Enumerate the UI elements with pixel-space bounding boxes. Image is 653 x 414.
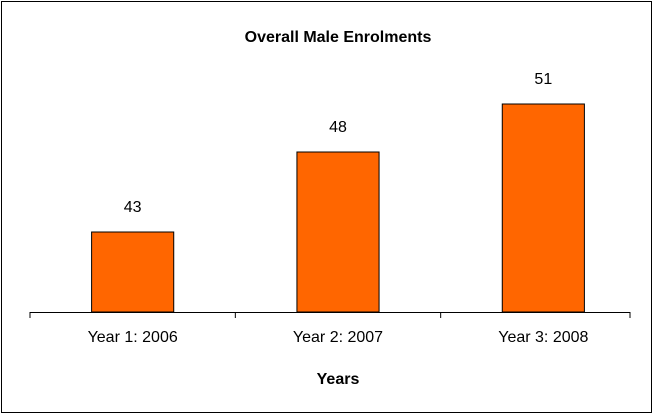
chart-title: Overall Male Enrolments [245, 29, 432, 46]
x-tick-label: Year 2: 2007 [293, 329, 383, 346]
bar [296, 151, 380, 313]
x-tick-label: Year 1: 2006 [88, 329, 178, 346]
data-label: 43 [124, 199, 142, 216]
bar [91, 231, 175, 313]
data-label: 48 [329, 119, 347, 136]
bar [501, 103, 585, 313]
x-tick-label: Year 3: 2008 [498, 329, 588, 346]
x-axis-title: Years [317, 371, 360, 388]
data-label: 51 [534, 71, 552, 88]
